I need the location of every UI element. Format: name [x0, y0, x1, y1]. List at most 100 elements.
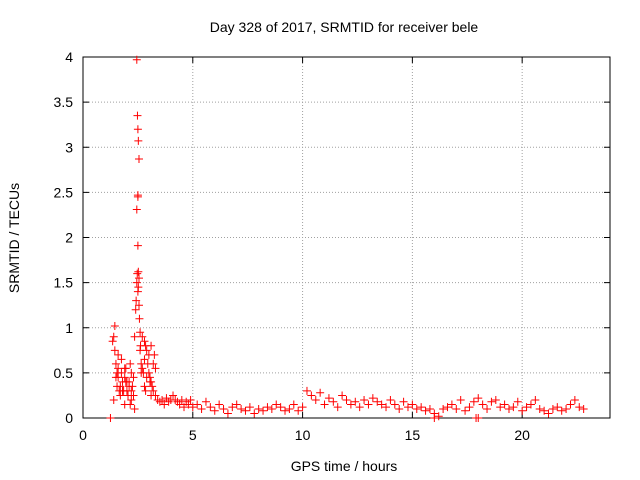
data-point: [346, 400, 355, 409]
data-point: [338, 391, 347, 400]
data-point: [111, 359, 120, 368]
data-point: [531, 395, 540, 404]
x-tick-label: 20: [514, 427, 530, 443]
y-tick-label: 0.5: [54, 365, 74, 381]
data-point: [329, 397, 338, 406]
data-point: [395, 404, 404, 413]
data-point: [131, 305, 140, 314]
data-point: [117, 355, 126, 364]
data-point: [160, 400, 169, 409]
data-point: [237, 404, 246, 413]
data-point: [201, 397, 210, 406]
data-point: [259, 406, 268, 415]
data-point: [109, 332, 118, 341]
data-point: [134, 301, 143, 310]
point-layer: [106, 55, 588, 422]
data-point: [294, 406, 303, 415]
data-point: [133, 192, 142, 201]
data-point: [364, 400, 373, 409]
data-point: [500, 400, 509, 409]
data-point: [138, 332, 147, 341]
data-point: [149, 386, 158, 395]
y-tick-label: 2: [65, 230, 73, 246]
data-point: [147, 341, 156, 350]
y-tick-label: 1: [65, 320, 73, 336]
data-point: [232, 400, 241, 409]
data-point: [114, 350, 123, 359]
data-point: [579, 404, 588, 413]
grid-layer: [83, 57, 610, 418]
data-point: [289, 400, 298, 409]
data-point: [108, 337, 117, 346]
data-point: [144, 368, 153, 377]
data-point: [513, 397, 522, 406]
data-point: [219, 404, 228, 413]
data-point: [184, 400, 193, 409]
data-point: [324, 394, 333, 403]
data-point: [285, 404, 294, 413]
data-point: [109, 395, 118, 404]
data-point: [430, 414, 439, 422]
data-point: [206, 403, 215, 412]
data-point: [127, 368, 136, 377]
data-point: [461, 406, 470, 415]
data-point: [434, 412, 443, 421]
data-point: [540, 406, 549, 415]
data-point: [478, 400, 487, 409]
data-point: [136, 346, 145, 355]
data-point: [386, 395, 395, 404]
y-tick-label: 1.5: [54, 275, 74, 291]
x-tick-label: 5: [189, 427, 197, 443]
y-tick-label: 4: [65, 49, 73, 65]
data-point: [408, 400, 417, 409]
x-tick-label: 0: [79, 427, 87, 443]
data-point: [169, 391, 178, 400]
data-point: [117, 368, 126, 377]
data-point: [245, 403, 254, 412]
data-point: [158, 395, 167, 404]
data-point: [351, 397, 360, 406]
data-point: [452, 404, 461, 413]
data-point: [116, 391, 125, 400]
data-point: [132, 278, 141, 287]
data-point: [121, 377, 130, 386]
data-point: [125, 382, 134, 391]
data-point: [311, 395, 320, 404]
data-point: [250, 409, 259, 418]
data-point: [272, 400, 281, 409]
data-point: [133, 111, 142, 120]
data-point: [570, 395, 579, 404]
data-point: [130, 332, 139, 341]
data-point: [133, 125, 142, 134]
data-point: [193, 400, 202, 409]
data-point: [188, 403, 197, 412]
y-tick-label: 3.5: [54, 94, 74, 110]
data-point: [302, 386, 311, 395]
data-point: [132, 55, 141, 64]
data-point: [553, 403, 562, 412]
data-point: [320, 400, 329, 409]
data-point: [132, 296, 141, 305]
data-point: [140, 382, 149, 391]
data-point: [474, 394, 483, 403]
data-point: [135, 314, 144, 323]
data-point: [548, 404, 557, 413]
data-point: [147, 391, 156, 400]
data-point: [140, 337, 149, 346]
data-point: [474, 414, 483, 422]
data-point: [298, 403, 307, 412]
x-axis-label: GPS time / hours: [291, 458, 398, 474]
data-point: [443, 403, 452, 412]
data-point: [544, 409, 553, 418]
data-point: [134, 154, 143, 163]
data-point: [137, 368, 146, 377]
data-point: [465, 403, 474, 412]
data-point: [496, 403, 505, 412]
data-point: [175, 400, 184, 409]
data-point: [509, 403, 518, 412]
data-point: [228, 403, 237, 412]
data-point: [150, 350, 159, 359]
data-point: [223, 409, 232, 418]
data-point: [417, 403, 426, 412]
